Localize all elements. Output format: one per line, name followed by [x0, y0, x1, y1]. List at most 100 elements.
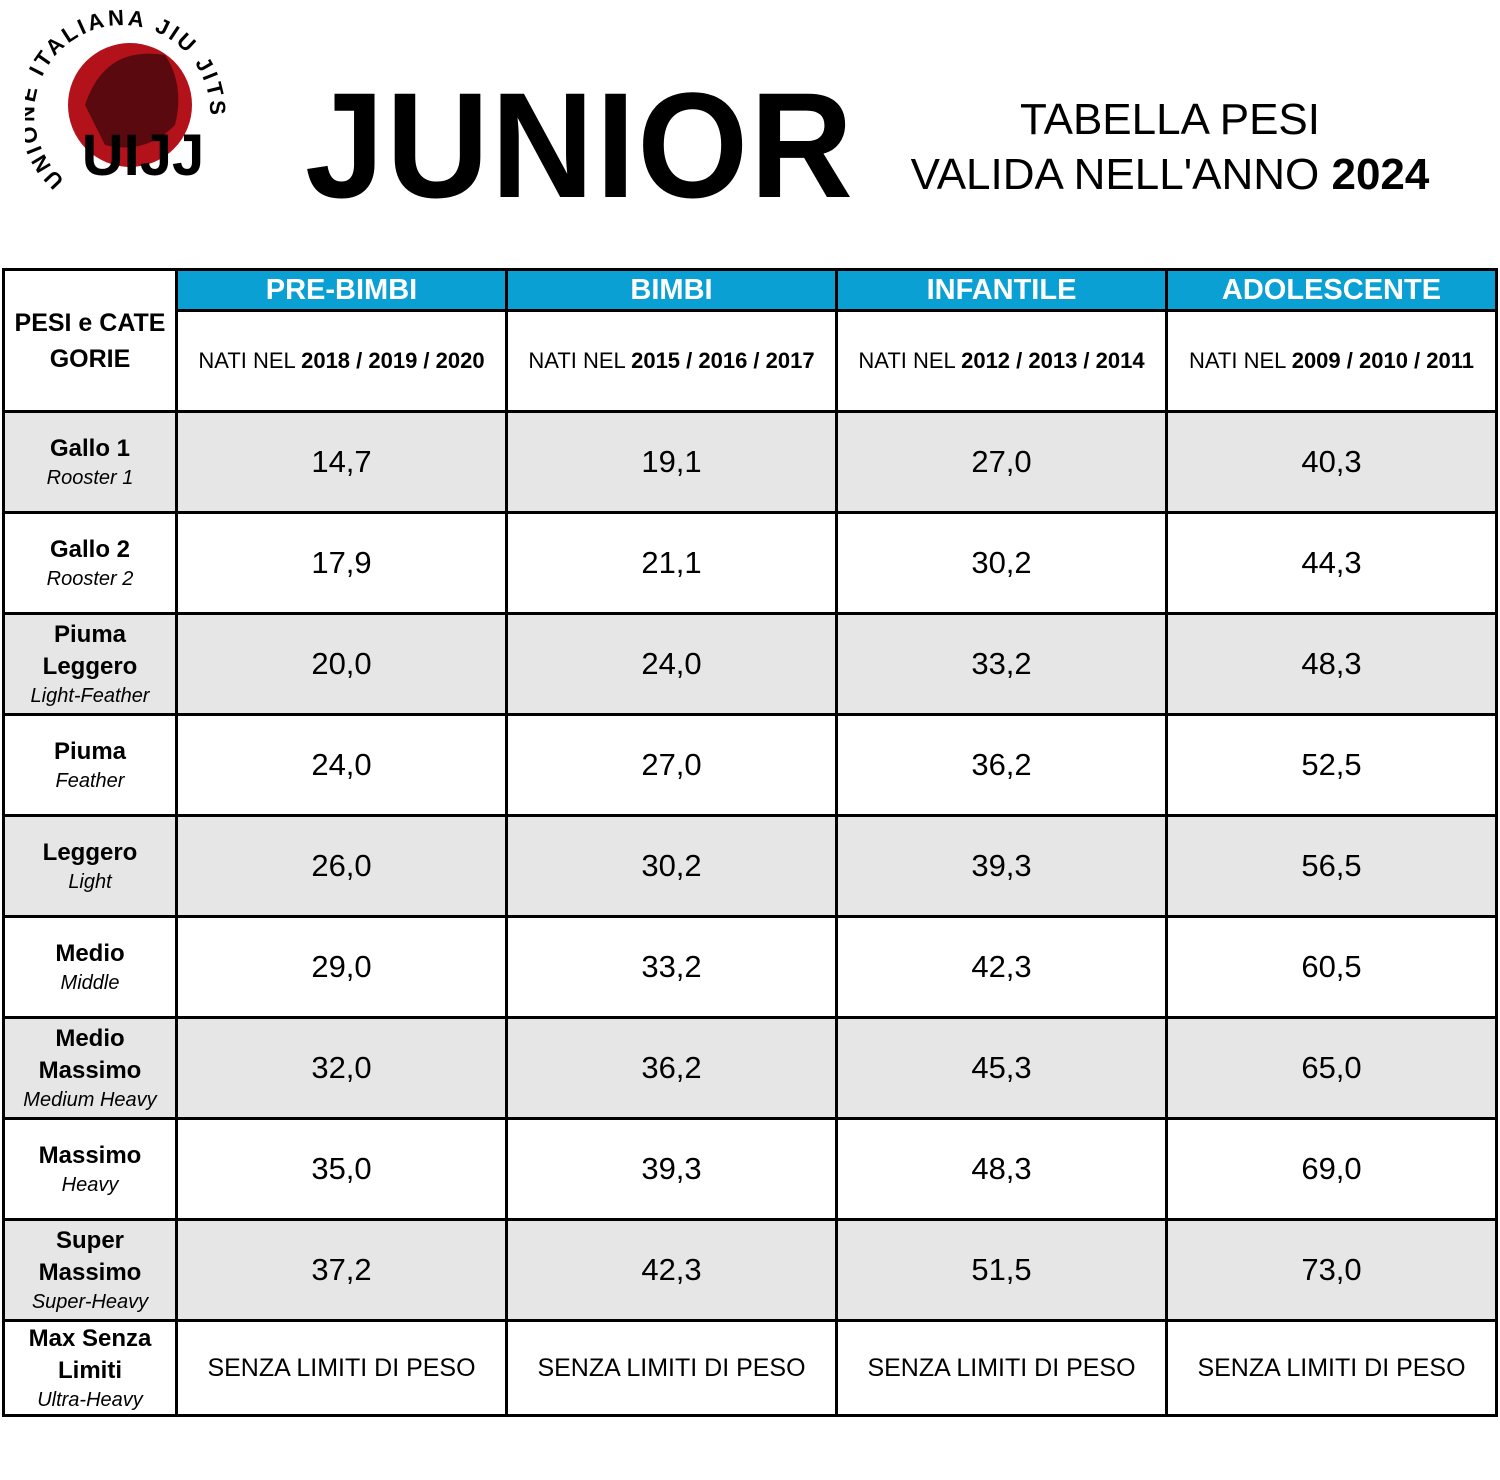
- weight-cell: 44,3: [1165, 511, 1498, 615]
- category-english: Light-Feather: [30, 685, 150, 707]
- column-name: PRE-BIMBI: [175, 268, 508, 312]
- born-prefix: NATI NEL: [198, 348, 295, 373]
- weight-cell: 35,0: [175, 1117, 508, 1221]
- category-cell: Gallo 2 Rooster 2: [2, 511, 178, 615]
- weight-row: Medio Middle 29,0 33,2 42,3 60,5: [2, 915, 1498, 1019]
- weight-cell: 42,3: [835, 915, 1168, 1019]
- category-english: Medium Heavy: [23, 1089, 157, 1111]
- category-english: Super-Heavy: [31, 1291, 149, 1313]
- category-cell: Piuma Leggero Light-Feather: [2, 612, 178, 716]
- category-cell: Super Massimo Super-Heavy: [2, 1218, 178, 1322]
- born-cell: NATI NEL 2009 / 2010 / 2011: [1165, 309, 1498, 413]
- logo-mane: [85, 53, 179, 148]
- category-name: Medio Massimo: [38, 1025, 142, 1084]
- weight-row: Piuma Feather 24,0 27,0 36,2 52,5: [2, 713, 1498, 817]
- born-years: 2009 / 2010 / 2011: [1291, 348, 1474, 373]
- weight-cell: 65,0: [1165, 1016, 1498, 1120]
- category-english: Rooster 2: [46, 568, 134, 590]
- weight-cell: 26,0: [175, 814, 508, 918]
- weight-cell: 52,5: [1165, 713, 1498, 817]
- weight-row: Leggero Light 26,0 30,2 39,3 56,5: [2, 814, 1498, 918]
- weight-row: Medio Massimo Medium Heavy 32,0 36,2 45,3 65,…: [2, 1016, 1498, 1120]
- weight-row: Max Senza Limiti Ultra-Heavy SENZA LIMITI …: [2, 1319, 1498, 1417]
- weight-cell: 33,2: [505, 915, 838, 1019]
- category-name: Leggero: [42, 839, 138, 866]
- category-cell: Leggero Light: [2, 814, 178, 918]
- logo-letters: UIJJ: [82, 123, 205, 188]
- column-name: INFANTILE: [835, 268, 1168, 312]
- weight-cell: 48,3: [835, 1117, 1168, 1221]
- category-cell: Gallo 1 Rooster 1: [2, 410, 178, 514]
- born-prefix: NATI NEL: [528, 348, 625, 373]
- weight-cell: SENZA LIMITI DI PESO: [175, 1319, 508, 1417]
- weight-table: PESI e CATEGORIE PRE-BIMBI BIMBI INFANTILE A…: [2, 268, 1498, 1417]
- weight-cell: 27,0: [835, 410, 1168, 514]
- category-english: Middle: [60, 972, 120, 994]
- category-cell: Medio Middle: [2, 915, 178, 1019]
- weight-cell: 45,3: [835, 1016, 1168, 1120]
- category-english: Light: [68, 871, 112, 893]
- weight-cell: 32,0: [175, 1016, 508, 1120]
- weight-cell: 30,2: [505, 814, 838, 918]
- weight-cell: 36,2: [505, 1016, 838, 1120]
- weight-cell: SENZA LIMITI DI PESO: [835, 1319, 1168, 1417]
- weight-cell: 19,1: [505, 410, 838, 514]
- weight-cell: 56,5: [1165, 814, 1498, 918]
- weight-cell: 21,1: [505, 511, 838, 615]
- weight-cell: 39,3: [835, 814, 1168, 918]
- category-english: Ultra-Heavy: [37, 1389, 143, 1411]
- category-name: Massimo: [38, 1142, 142, 1169]
- category-english: Rooster 1: [46, 467, 134, 489]
- weight-cell: 30,2: [835, 511, 1168, 615]
- weight-cell: 60,5: [1165, 915, 1498, 1019]
- born-cell: NATI NEL 2018 / 2019 / 2020: [175, 309, 508, 413]
- weight-cell: 36,2: [835, 713, 1168, 817]
- weight-cell: 24,0: [505, 612, 838, 716]
- weight-cell: 24,0: [175, 713, 508, 817]
- category-english: Heavy: [61, 1174, 119, 1196]
- weight-cell: 39,3: [505, 1117, 838, 1221]
- category-name: Max Senza Limiti: [28, 1325, 152, 1384]
- category-cell: Max Senza Limiti Ultra-Heavy: [2, 1319, 178, 1417]
- subtitle-line: TABELLA PESI: [1019, 95, 1320, 144]
- weight-cell: 40,3: [1165, 410, 1498, 514]
- category-name: Gallo 2: [49, 536, 131, 563]
- category-cell: Massimo Heavy: [2, 1117, 178, 1221]
- subtitle-text: VALIDA NELL'ANNO: [910, 150, 1320, 199]
- born-row: NATI NEL 2018 / 2019 / 2020 NATI NEL 2015…: [4, 309, 1498, 413]
- weight-cell: SENZA LIMITI DI PESO: [1165, 1319, 1498, 1417]
- weight-cell: 20,0: [175, 612, 508, 716]
- weight-row: Super Massimo Super-Heavy 37,2 42,3 51,5 73,0: [2, 1218, 1498, 1322]
- title: JUNIOR: [305, 61, 855, 229]
- corner-cell: PESI e CATEGORIE: [2, 268, 178, 413]
- weight-row: Gallo 1 Rooster 1 14,7 19,1 27,0 40,3: [2, 410, 1498, 514]
- weight-cell: 27,0: [505, 713, 838, 817]
- born-cell: NATI NEL 2012 / 2013 / 2014: [835, 309, 1168, 413]
- category-cell: Piuma Feather: [2, 713, 178, 817]
- category-name: Piuma: [53, 738, 127, 765]
- weight-cell: 33,2: [835, 612, 1168, 716]
- category-name: Gallo 1: [49, 435, 131, 462]
- born-years: 2018 / 2019 / 2020: [301, 348, 485, 373]
- year: 2024: [1331, 150, 1430, 199]
- weight-cell: 42,3: [505, 1218, 838, 1322]
- subtitle: TABELLA PESI VALIDA NELL'ANNO 2024: [880, 92, 1460, 202]
- weight-cell: 73,0: [1165, 1218, 1498, 1322]
- category-name: Piuma Leggero: [42, 621, 138, 680]
- header-row: PESI e CATEGORIE PRE-BIMBI BIMBI INFANTILE A…: [2, 268, 1498, 413]
- subtitle-line: VALIDA NELL'ANNO 2024: [880, 147, 1460, 202]
- born-cell: NATI NEL 2015 / 2016 / 2017: [505, 309, 838, 413]
- born-years: 2012 / 2013 / 2014: [961, 348, 1145, 373]
- category-cell: Medio Massimo Medium Heavy: [2, 1016, 178, 1120]
- weight-cell: 29,0: [175, 915, 508, 1019]
- born-prefix: NATI NEL: [858, 348, 955, 373]
- weight-row: Massimo Heavy 35,0 39,3 48,3 69,0: [2, 1117, 1498, 1221]
- column-name: BIMBI: [505, 268, 838, 312]
- weight-cell: 48,3: [1165, 612, 1498, 716]
- category-name: Super Massimo: [38, 1227, 142, 1286]
- weight-cell: 17,9: [175, 511, 508, 615]
- weight-cell: 69,0: [1165, 1117, 1498, 1221]
- weight-cell: 37,2: [175, 1218, 508, 1322]
